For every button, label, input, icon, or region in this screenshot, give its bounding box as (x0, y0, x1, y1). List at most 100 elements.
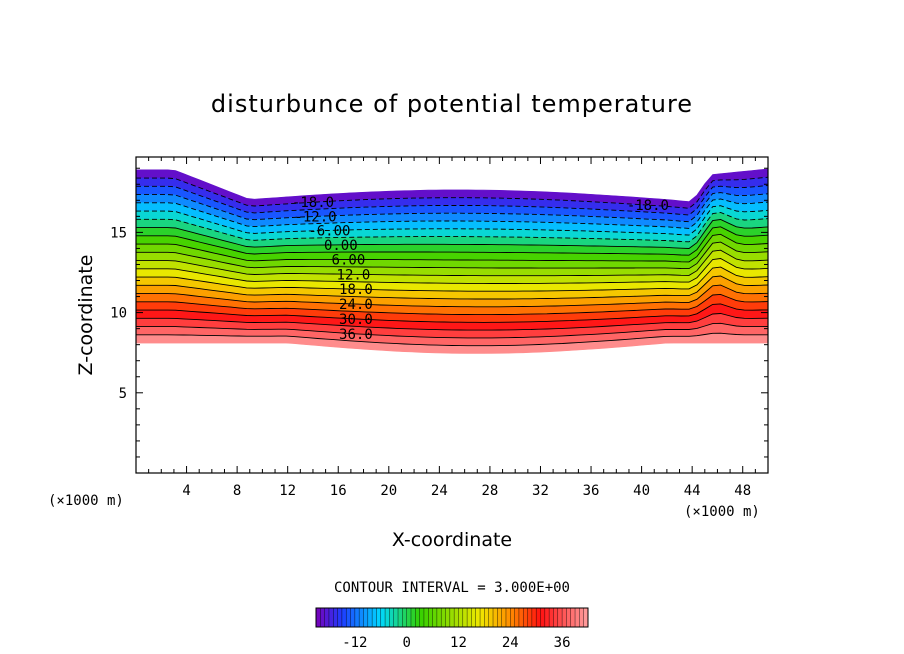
colorbar-segment (454, 608, 459, 627)
colorbar-segment (510, 608, 515, 627)
colorbar-segment (320, 608, 325, 627)
contour-line (136, 266, 768, 292)
contour-line (136, 241, 768, 270)
x-axis-label: X-coordinate (392, 529, 512, 551)
contour-line (136, 275, 768, 300)
colorbar-segment (333, 608, 338, 627)
contour-line (136, 249, 768, 277)
colorbar-segment (579, 608, 584, 627)
contour-lines (136, 176, 768, 347)
colorbar-segment (480, 608, 485, 627)
contour-label: 30.0 (339, 312, 373, 328)
colorbar-segment (540, 608, 546, 627)
colorbar-segment (423, 608, 429, 627)
colorbar-segment (523, 608, 528, 627)
x-tick-label: 36 (583, 483, 600, 499)
colorbar-segment (389, 608, 395, 627)
colorbar-segment (544, 608, 550, 627)
x-unit-right: (×1000 m) (684, 504, 760, 520)
x-tick-label: 40 (633, 483, 650, 499)
colorbar-segment (467, 608, 472, 627)
colorbar-segment (514, 608, 520, 627)
colorbar-segment (341, 608, 347, 627)
colorbar-segment (385, 608, 390, 627)
contour-label: -18.0 (292, 195, 334, 211)
colorbar-segment (497, 608, 502, 627)
colorbar-segment (501, 608, 507, 627)
contour-line (136, 284, 768, 308)
x-tick-label: 12 (279, 483, 296, 499)
contour-label: 6.00 (332, 253, 366, 269)
colorbar-segment (354, 608, 360, 627)
contour-label: 12.0 (337, 267, 371, 283)
contour-line (136, 332, 768, 347)
x-unit-left: (×1000 m) (48, 493, 124, 509)
contour-line (136, 226, 768, 256)
colorbar-segment (493, 608, 498, 627)
colorbar-segment (536, 608, 541, 627)
colorbar-segment (406, 608, 412, 627)
x-tick-label: 44 (684, 483, 701, 499)
contour-line (136, 212, 768, 243)
y-tick-label: 15 (110, 225, 127, 241)
colorbar-segment (367, 608, 373, 627)
x-tick-label: 32 (532, 483, 549, 499)
x-tick-label: 8 (233, 483, 241, 499)
contour-label: 0.00 (324, 238, 358, 254)
colorbar-tick-label: 12 (450, 635, 467, 651)
colorbar-segment (324, 608, 330, 627)
colorbar-segment (328, 608, 334, 627)
colorbar-segment (462, 608, 468, 627)
contour-line (136, 198, 768, 229)
colorbar-segment (432, 608, 438, 627)
chart-title: disturbunce of potential temperature (211, 90, 693, 118)
contour-label: -6.00 (308, 223, 350, 239)
contour-label: -18.0 (627, 198, 669, 214)
colorbar-segment (316, 608, 321, 627)
colorbar-segment (346, 608, 351, 627)
colorbar-segment (337, 608, 343, 627)
colorbar-segment (393, 608, 399, 627)
colorbar-segment (484, 608, 489, 627)
colorbar-segment (566, 608, 572, 627)
colorbar-segment (531, 608, 537, 627)
contour-labels: -18.0 -18.0-12.0-6.000.006.0012.018.024.0… (292, 195, 669, 343)
colorbar-segment (583, 608, 589, 627)
colorbar-segment (376, 608, 382, 627)
colorbar-segment (488, 608, 494, 627)
colorbar-segment (505, 608, 511, 627)
contour-line (136, 293, 768, 316)
colorbar-segment (458, 608, 464, 627)
colorbar-segment (363, 608, 369, 627)
colorbar-segment (398, 608, 403, 627)
x-tick-label: 20 (380, 483, 397, 499)
colorbar: -12 0 12 24 36 (315, 607, 589, 651)
colorbar-tick-label: -12 (342, 635, 367, 651)
x-tick-label: 48 (734, 483, 751, 499)
colorbar-tick-label: 36 (554, 635, 571, 651)
contour-label: 24.0 (339, 297, 373, 313)
colorbar-segment (557, 608, 563, 627)
colorbar-segment (445, 608, 451, 627)
y-tick-label: 5 (119, 386, 127, 402)
contour-line (136, 176, 768, 209)
colorbar-segment (441, 608, 446, 627)
colorbar-segment (350, 608, 356, 627)
colorbar-segment (475, 608, 481, 627)
colorbar-segment (359, 608, 364, 627)
contour-line (136, 233, 768, 263)
colorbar-segment (527, 608, 533, 627)
colorbar-segment (410, 608, 416, 627)
contour-label: -12.0 (294, 209, 336, 225)
colorbar-tick-label: 0 (402, 635, 410, 651)
colorbar-segment (575, 608, 580, 627)
colorbar-segment (518, 608, 524, 627)
colorbar-frame (315, 607, 589, 628)
contour-line (136, 219, 768, 249)
contour-line (136, 205, 768, 236)
colorbar-segment (415, 608, 420, 627)
colorbar-segment (419, 608, 425, 627)
contour-line (136, 313, 768, 331)
x-tick-label: 24 (431, 483, 448, 499)
